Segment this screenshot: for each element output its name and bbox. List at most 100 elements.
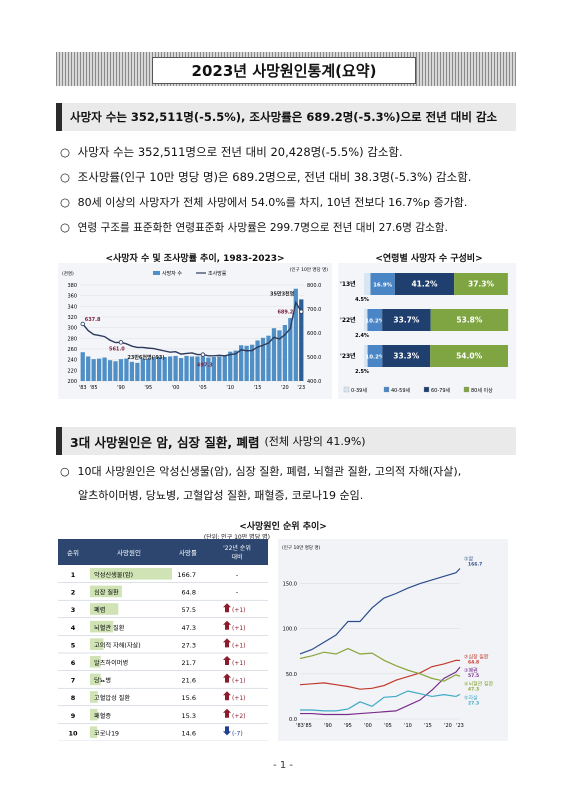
bullet-item: ○ 조사망률(인구 10만 명당 명)은 689.2명으로, 전년 대비 38.… — [60, 165, 471, 190]
bullet-text: 조사망률(인구 10만 명당 명)은 689.2명으로, 전년 대비 38.3명… — [77, 170, 472, 184]
chart1-bar — [168, 356, 173, 381]
section2-heading-sub: (전체 사망의 41.9%) — [264, 435, 366, 448]
chart2-segment — [430, 309, 509, 331]
table-rank: 8 — [71, 694, 76, 702]
chart1-annotation: 23만6천명('93) — [127, 354, 164, 361]
table-rate: 21.6 — [182, 677, 196, 685]
chart1-left-tick: 280 — [67, 336, 77, 342]
chart1-left-tick: 380 — [67, 283, 77, 289]
chart1-bar — [140, 358, 145, 381]
bullet-marker: ○ — [60, 170, 71, 184]
table-cause: 고혈압성 질환 — [94, 694, 130, 702]
bullet-marker: ○ — [60, 220, 71, 234]
chart3-series-value: 27.3 — [468, 700, 479, 706]
chart1-annotation: 35만3천명 — [270, 290, 295, 297]
chart3-x-tick: '00 — [364, 723, 372, 729]
arrow-up-icon — [223, 638, 231, 648]
chart1-bar — [124, 358, 129, 381]
chart2-legend-swatch — [343, 386, 350, 393]
chart1-bar — [217, 356, 222, 381]
chart1-bar — [80, 352, 85, 381]
chart3-series-label: ④뇌혈관 질환 — [464, 680, 493, 687]
chart2-category: '22년 — [340, 316, 356, 324]
chart3-series-label: ③폐렴 — [464, 667, 478, 674]
chart1-bar — [129, 361, 135, 381]
table-rate-bar — [90, 620, 114, 633]
table-rate-bar — [90, 673, 101, 686]
chart1-x-tick: '95 — [144, 385, 152, 391]
chart1-right-tick: 700.0 — [307, 307, 321, 313]
chart1-bar — [293, 288, 298, 381]
table-rate: 47.3 — [182, 624, 196, 632]
chart3-x-tick: '85 — [304, 723, 312, 729]
death-trend-chart: (천명) (인구 10만 명당 명) 200 220 240 260 280 300 320 34… — [58, 263, 332, 399]
table-rank: 4 — [71, 624, 76, 632]
table-change: (+1) — [232, 607, 246, 614]
chart2-segment-label: 37.3% — [468, 280, 495, 289]
chart2-category: '13년 — [340, 280, 356, 288]
chart2-segment — [367, 309, 383, 331]
chart2-segment-label: 33.3% — [393, 352, 420, 361]
table-rank: 2 — [71, 589, 76, 597]
chart3-series-label: ②심장 질환 — [464, 653, 489, 660]
table-change: (+1) — [232, 678, 246, 685]
arrow-up-icon — [223, 603, 231, 613]
chart2-segment-label: 10.2% — [365, 355, 385, 361]
bullet-item: ○ 사망자 수는 352,511명으로 전년 대비 20,428명(-5.5%)… — [60, 140, 471, 165]
chart1-annotation: 497.3 — [197, 363, 213, 369]
table-rate-bar — [90, 708, 98, 721]
chart1-bar — [178, 358, 184, 381]
table-rate: 166.7 — [177, 571, 196, 579]
bullet-item: ○ 80세 이상의 사망자가 전체 사망에서 54.0%를 차지, 10년 전보… — [60, 190, 471, 215]
chart2-segment-label: 33.7% — [393, 316, 420, 325]
table-change: - — [236, 571, 239, 579]
table-rank: 6 — [71, 659, 76, 667]
rank-unit: (단위: 인구 10만 명당 명) — [203, 534, 270, 541]
chart3-series-line — [300, 690, 461, 712]
table-change: - — [236, 589, 239, 597]
table-change: (+1) — [232, 660, 246, 667]
chart2-segment — [364, 345, 368, 367]
chart1-rate-point — [200, 352, 206, 357]
table-rank: 7 — [71, 677, 76, 685]
chart1-bar — [249, 344, 255, 381]
chart1-right-tick: 800.0 — [307, 283, 321, 289]
chart2-legend-swatch — [423, 386, 430, 393]
table-rate-bar — [90, 726, 98, 738]
chart1-bar — [146, 358, 151, 381]
chart1-x-tick: '15 — [254, 385, 262, 391]
chart1-right-tick: 400.0 — [307, 379, 321, 385]
chart3-y-tick: 150.0 — [283, 582, 297, 588]
arrow-up-icon — [223, 620, 231, 630]
section1-bullets: ○ 사망자 수는 352,511명으로 전년 대비 20,428명(-5.5%)… — [60, 140, 471, 241]
chart1-x-tick: '83 — [79, 385, 87, 391]
chart3-x-tick: '05 — [384, 723, 392, 729]
chart3-series-line — [299, 647, 461, 682]
chart1-x-tick: '90 — [117, 385, 125, 391]
table-rate: 14.6 — [182, 729, 196, 737]
table-rate-bar — [90, 568, 172, 580]
chart3-x-tick: '10 — [404, 723, 412, 729]
chart2-segment-label: 16.9% — [373, 283, 393, 289]
section1-heading-text: 사망자 수는 352,511명(-5.5%), 조사망률은 689.2명(-5.… — [70, 110, 498, 124]
chart1-caption: <사망자 수 및 조사망률 추이, 1983-2023> — [105, 254, 285, 264]
chart2-segment — [367, 345, 383, 367]
chart2-segment — [454, 273, 508, 295]
table-rank: 5 — [71, 641, 76, 649]
table-header-row — [58, 539, 268, 565]
chart2-segment-label: 4.5% — [355, 297, 369, 303]
table-cause: 고의적 자해(자살) — [94, 641, 141, 649]
chart1-left-tick: 320 — [67, 315, 77, 321]
chart3-series-label: ①암 — [464, 555, 473, 562]
chart1-bar — [299, 299, 304, 381]
chart2-legend-label: 80세 이상 — [471, 387, 493, 394]
chart1-bar — [157, 357, 162, 381]
chart1-left-tick: 360 — [67, 294, 77, 300]
table-rate-bar — [90, 603, 119, 615]
chart3-series-value: 47.3 — [468, 686, 479, 692]
chart2-segment — [370, 273, 395, 295]
table-rate: 57.5 — [182, 606, 196, 614]
chart2-legend-label: 0-39세 — [351, 387, 367, 394]
chart2-segment — [382, 309, 431, 331]
